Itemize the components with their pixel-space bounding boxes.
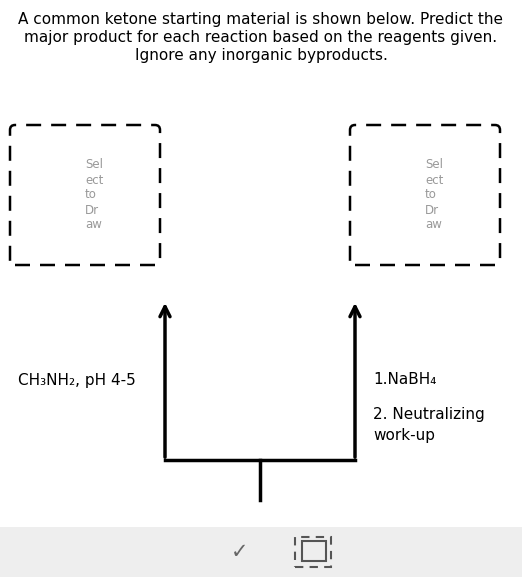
FancyBboxPatch shape [302,541,326,561]
Text: A common ketone starting material is shown below. Predict the: A common ketone starting material is sho… [18,12,504,27]
Text: CH₃NH₂, pH 4-5: CH₃NH₂, pH 4-5 [18,373,136,388]
Text: 1.NaBH₄: 1.NaBH₄ [373,373,436,388]
FancyBboxPatch shape [350,125,500,265]
Text: ✓: ✓ [231,542,249,562]
Text: Sel
ect
to
Dr
aw: Sel ect to Dr aw [85,159,103,231]
Text: major product for each reaction based on the reagents given.: major product for each reaction based on… [25,30,497,45]
Text: Sel
ect
to
Dr
aw: Sel ect to Dr aw [425,159,443,231]
Text: Ignore any inorganic byproducts.: Ignore any inorganic byproducts. [135,48,387,63]
Bar [0,527,522,577]
FancyBboxPatch shape [10,125,160,265]
Text: 2. Neutralizing
work-up: 2. Neutralizing work-up [373,407,485,443]
